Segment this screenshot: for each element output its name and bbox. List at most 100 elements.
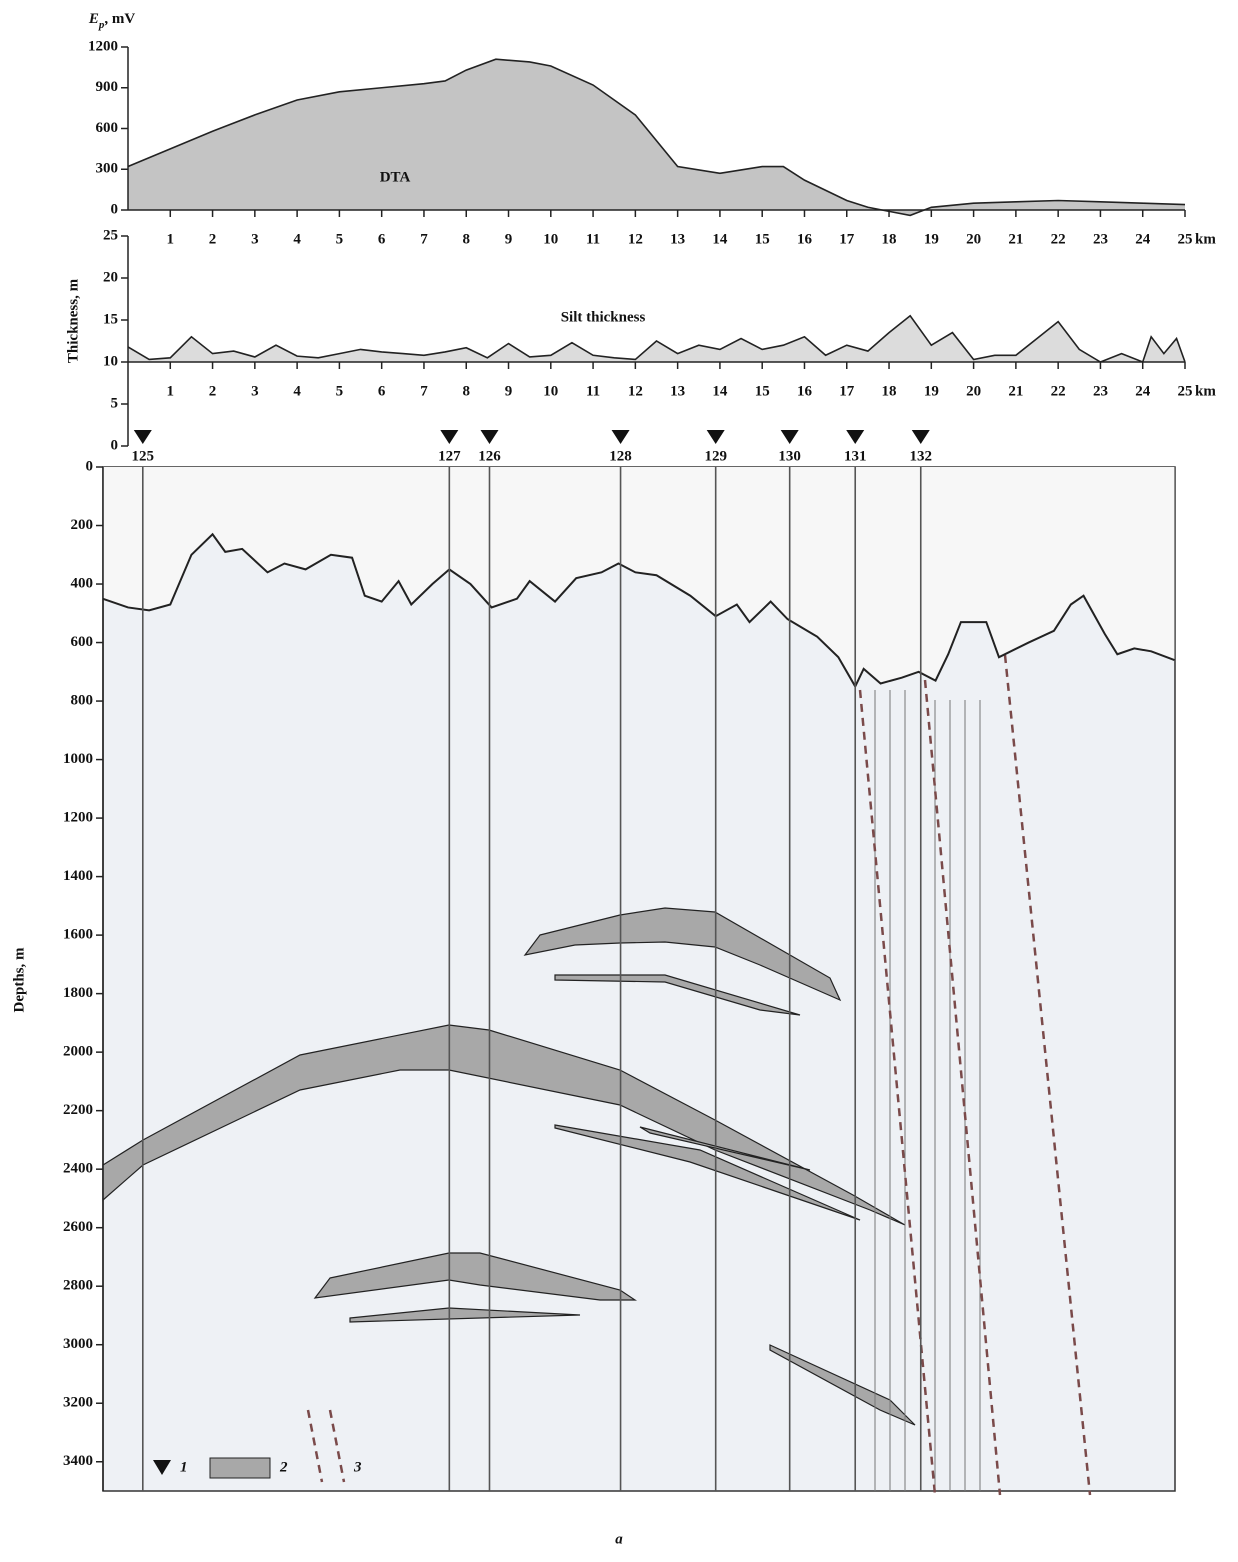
lens [313,1252,637,1301]
x-tick-label: 2 [209,383,217,399]
x-tick-label: 23 [1093,231,1108,247]
x-tick-label: 3 [251,231,259,247]
x-tick-label: 19 [924,231,939,247]
well-label: 130 [778,448,801,464]
x-tick-label: 21 [1008,383,1023,399]
x-tick-label: 1 [167,383,175,399]
y-axis-label: Thickness, m [65,278,81,363]
surface-line [102,532,1175,689]
area-line [127,58,1186,217]
legend-fault [328,1409,346,1483]
y-tick-label: 0 [111,437,119,453]
y-tick-label: 2400 [63,1161,93,1177]
x-tick-label: 12 [628,231,643,247]
x-axis-label: km [1195,383,1216,399]
well-marker [480,430,499,444]
well-marker [780,430,799,444]
fault [1003,654,1092,1496]
fault [858,689,937,1496]
legend-fault [306,1409,324,1483]
well-label: 132 [910,448,933,464]
y-tick-label: 1800 [63,985,93,1001]
x-tick-label: 9 [505,231,513,247]
y-tick-label: 0 [86,458,94,474]
well-label: 125 [132,448,155,464]
x-tick-label: 18 [882,383,897,399]
x-tick-label: 16 [797,383,813,399]
x-tick-label: 25 [1178,383,1193,399]
well-marker [706,430,725,444]
legend-swatch [209,1457,271,1479]
area-fill [128,315,1185,362]
well-marker [611,430,630,444]
caption: a [615,1531,623,1547]
y-tick-label: 1600 [63,927,93,943]
x-tick-label: 1 [167,231,175,247]
x-tick-label: 21 [1008,231,1023,247]
x-tick-label: 5 [336,231,344,247]
thickness-line [127,314,1186,364]
well-label: 126 [478,448,501,464]
y-tick-label: 600 [96,120,119,136]
y-tick-label: 2600 [63,1219,93,1235]
x-tick-label: 8 [462,383,470,399]
x-tick-label: 10 [543,383,558,399]
x-tick-label: 8 [462,231,470,247]
well-marker [133,430,152,444]
lens [102,1024,906,1226]
fault-zone-hatch [874,690,981,1491]
lens [523,907,842,1002]
lens [554,1124,861,1221]
x-tick-label: 18 [882,231,897,247]
x-tick-label: 13 [670,231,685,247]
y-tick-label: 3400 [63,1453,93,1469]
x-tick-label: 12 [628,383,643,399]
y-tick-label: 3200 [63,1395,93,1411]
x-tick-label: 24 [1135,383,1151,399]
y-axis-label: Ep, mV [88,11,136,30]
y-tick-label: 0 [111,201,119,217]
y-tick-label: 800 [71,692,94,708]
legend: 1 2 3 [153,1409,362,1483]
area-fill [128,59,1185,216]
legend-label: 3 [353,1459,362,1475]
legend-marker [153,1460,171,1475]
y-tick-label: 3000 [63,1336,93,1352]
y-tick-label: 20 [103,269,118,285]
well-label: 128 [609,448,632,464]
y-tick-label: 25 [103,227,118,243]
x-tick-label: 4 [293,383,301,399]
lens [639,1126,811,1171]
y-tick-label: 300 [96,161,119,177]
y-tick-label: 900 [96,79,119,95]
well-marker [846,430,865,444]
y-tick-label: 1000 [63,751,93,767]
y-tick-label: 600 [71,634,94,650]
x-axis-label: km [1195,231,1216,247]
annotation: DTA [380,169,411,185]
well-label: 129 [704,448,727,464]
well-marker [440,430,459,444]
lens [769,1344,916,1426]
x-tick-label: 7 [420,383,428,399]
x-tick-label: 2 [209,231,217,247]
x-tick-label: 13 [670,383,685,399]
x-tick-label: 3 [251,383,259,399]
well-marker [911,430,930,444]
lens [349,1307,581,1323]
lens [554,974,801,1016]
y-tick-label: 10 [103,353,118,369]
y-tick-label: 2000 [63,1044,93,1060]
x-tick-label: 23 [1093,383,1108,399]
y-tick-label: 200 [71,517,94,533]
y-tick-label: 1200 [63,810,93,826]
x-tick-label: 19 [924,383,939,399]
x-tick-label: 11 [586,231,600,247]
y-tick-label: 15 [103,311,118,327]
x-tick-label: 10 [543,231,558,247]
legend-label: 2 [279,1459,288,1475]
x-tick-label: 22 [1051,383,1066,399]
x-tick-label: 15 [755,231,770,247]
geology-bodies [102,654,1092,1496]
y-tick-label: 2200 [63,1102,93,1118]
